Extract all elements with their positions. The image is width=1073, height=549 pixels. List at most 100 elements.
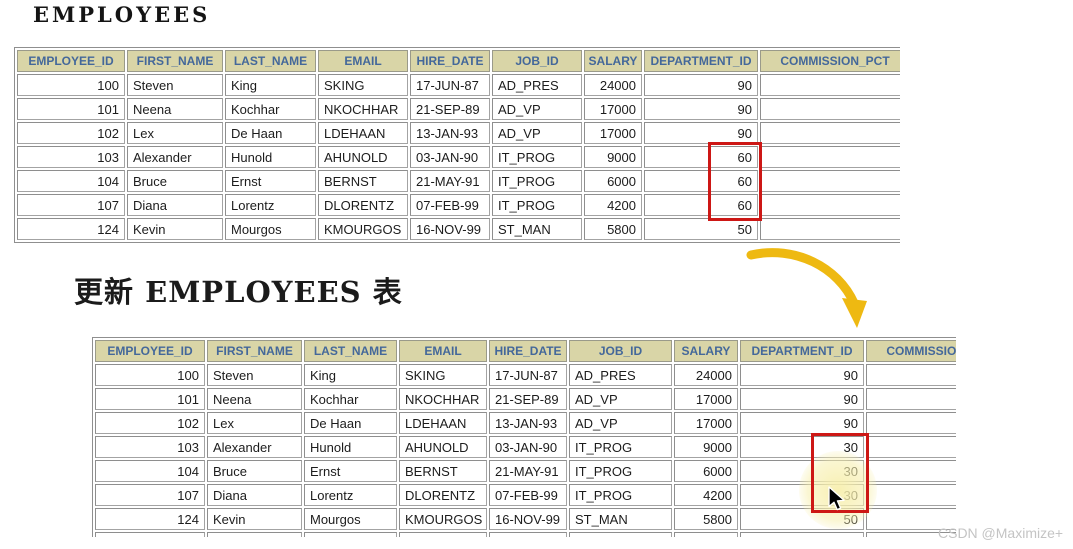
column-header-hire_date: HIRE_DATE xyxy=(410,50,490,72)
cell-job_id: AD_PRES xyxy=(492,74,582,96)
cell-first_name: Alexander xyxy=(207,436,302,458)
cell-empty xyxy=(866,532,956,537)
cell-commission_pct xyxy=(866,412,956,434)
cell-commission_pct xyxy=(760,122,900,144)
cell-hire_date: 16-NOV-99 xyxy=(410,218,490,240)
cell-job_id: ST_MAN xyxy=(569,508,672,530)
cell-first_name: Bruce xyxy=(127,170,223,192)
cell-job_id: IT_PROG xyxy=(569,484,672,506)
cell-last_name: Hunold xyxy=(304,436,397,458)
cell-hire_date: 21-SEP-89 xyxy=(410,98,490,120)
cell-email: DLORENTZ xyxy=(318,194,408,216)
table-row: 103 Alexander Hunold AHUNOLD 03-JAN-90 IT_PRO… xyxy=(95,436,956,458)
cell-job_id: AD_PRES xyxy=(569,364,672,386)
cell-department_id: 30 xyxy=(740,460,864,482)
column-header-salary: SALARY xyxy=(584,50,642,72)
cell-commission_pct xyxy=(760,218,900,240)
watermark: CSDN @Maximize+ xyxy=(938,525,1064,541)
cell-empty xyxy=(95,532,205,537)
cell-email: KMOURGOS xyxy=(399,508,487,530)
cell-last_name: Mourgos xyxy=(304,508,397,530)
table-row: 104 Bruce Ernst BERNST 21-MAY-91 IT_PROG 6000 6… xyxy=(17,170,900,192)
cell-email: AHUNOLD xyxy=(318,146,408,168)
cell-hire_date: 17-JUN-87 xyxy=(410,74,490,96)
cell-department_id: 50 xyxy=(644,218,758,240)
column-header-hire_date: HIRE_DATE xyxy=(489,340,567,362)
cell-last_name: Ernst xyxy=(304,460,397,482)
employees-table-before: EMPLOYEE_ID FIRST_NAME LAST_NAME EMAIL HIRE_… xyxy=(14,47,900,243)
cell-salary: 24000 xyxy=(674,364,738,386)
cell-hire_date: 07-FEB-99 xyxy=(410,194,490,216)
table-row: 107 Diana Lorentz DLORENTZ 07-FEB-99 IT_PROG 4… xyxy=(17,194,900,216)
cell-last_name: Lorentz xyxy=(304,484,397,506)
cell-last_name: De Haan xyxy=(225,122,316,144)
cell-employee_id: 104 xyxy=(95,460,205,482)
cell-employee_id: 107 xyxy=(17,194,125,216)
cell-email: NKOCHHAR xyxy=(399,388,487,410)
cell-first_name: Steven xyxy=(207,364,302,386)
cell-employee_id: 101 xyxy=(17,98,125,120)
header-row: EMPLOYEE_ID FIRST_NAME LAST_NAME EMAIL HIRE_… xyxy=(95,340,956,362)
cell-last_name: Kochhar xyxy=(304,388,397,410)
cell-salary: 4200 xyxy=(674,484,738,506)
cell-commission_pct xyxy=(866,460,956,482)
table-row: 103 Alexander Hunold AHUNOLD 03-JAN-90 IT_PRO… xyxy=(17,146,900,168)
cell-employee_id: 102 xyxy=(95,412,205,434)
cell-salary: 17000 xyxy=(584,122,642,144)
column-header-first_name: FIRST_NAME xyxy=(127,50,223,72)
cell-hire_date: 17-JUN-87 xyxy=(489,364,567,386)
table-row: 104 Bruce Ernst BERNST 21-MAY-91 IT_PROG 6000 3… xyxy=(95,460,956,482)
column-header-department_id: DEPARTMENT_ID xyxy=(740,340,864,362)
column-header-job_id: JOB_ID xyxy=(569,340,672,362)
cell-salary: 9000 xyxy=(674,436,738,458)
column-header-salary: SALARY xyxy=(674,340,738,362)
cell-email: SKING xyxy=(399,364,487,386)
table-row: 102 Lex De Haan LDEHAAN 13-JAN-93 AD_VP 17000 9… xyxy=(17,122,900,144)
cell-commission_pct xyxy=(760,146,900,168)
cell-empty xyxy=(674,532,738,537)
cell-job_id: IT_PROG xyxy=(569,436,672,458)
cell-commission_pct xyxy=(866,364,956,386)
cell-job_id: ST_MAN xyxy=(492,218,582,240)
cell-salary: 17000 xyxy=(584,98,642,120)
cell-first_name: Diana xyxy=(127,194,223,216)
cell-commission_pct xyxy=(760,170,900,192)
cell-salary: 6000 xyxy=(584,170,642,192)
cell-commission_pct xyxy=(760,194,900,216)
cell-employee_id: 107 xyxy=(95,484,205,506)
table-row: 102 Lex De Haan LDEHAAN 13-JAN-93 AD_VP 17000 9… xyxy=(95,412,956,434)
cell-department_id: 60 xyxy=(644,146,758,168)
cell-email: LDEHAAN xyxy=(318,122,408,144)
cell-last_name: Mourgos xyxy=(225,218,316,240)
cell-first_name: Lex xyxy=(207,412,302,434)
table-row: 101 Neena Kochhar NKOCHHAR 21-SEP-89 AD_VP 170… xyxy=(95,388,956,410)
cell-job_id: AD_VP xyxy=(569,388,672,410)
cell-department_id: 90 xyxy=(740,388,864,410)
cell-commission_pct xyxy=(866,436,956,458)
cell-employee_id: 124 xyxy=(17,218,125,240)
cell-hire_date: 21-MAY-91 xyxy=(489,460,567,482)
cell-first_name: Neena xyxy=(207,388,302,410)
cell-email: BERNST xyxy=(318,170,408,192)
cell-job_id: IT_PROG xyxy=(492,170,582,192)
cell-email: LDEHAAN xyxy=(399,412,487,434)
cell-first_name: Neena xyxy=(127,98,223,120)
cell-last_name: Ernst xyxy=(225,170,316,192)
cell-salary: 4200 xyxy=(584,194,642,216)
cell-job_id: IT_PROG xyxy=(569,460,672,482)
cell-email: BERNST xyxy=(399,460,487,482)
column-header-job_id: JOB_ID xyxy=(492,50,582,72)
cell-hire_date: 21-MAY-91 xyxy=(410,170,490,192)
employees-table-before-viewport: EMPLOYEE_ID FIRST_NAME LAST_NAME EMAIL HIRE_… xyxy=(14,47,900,246)
cell-empty xyxy=(569,532,672,537)
cell-first_name: Lex xyxy=(127,122,223,144)
cell-salary: 5800 xyxy=(584,218,642,240)
cell-department_id: 30 xyxy=(740,436,864,458)
column-header-commission_pct: COMMISSION_PCT xyxy=(760,50,900,72)
cell-empty xyxy=(304,532,397,537)
cell-first_name: Kevin xyxy=(207,508,302,530)
cell-first_name: Steven xyxy=(127,74,223,96)
column-header-commission_pct: COMMISSION_PCT xyxy=(866,340,956,362)
column-header-employee_id: EMPLOYEE_ID xyxy=(95,340,205,362)
cell-email: SKING xyxy=(318,74,408,96)
